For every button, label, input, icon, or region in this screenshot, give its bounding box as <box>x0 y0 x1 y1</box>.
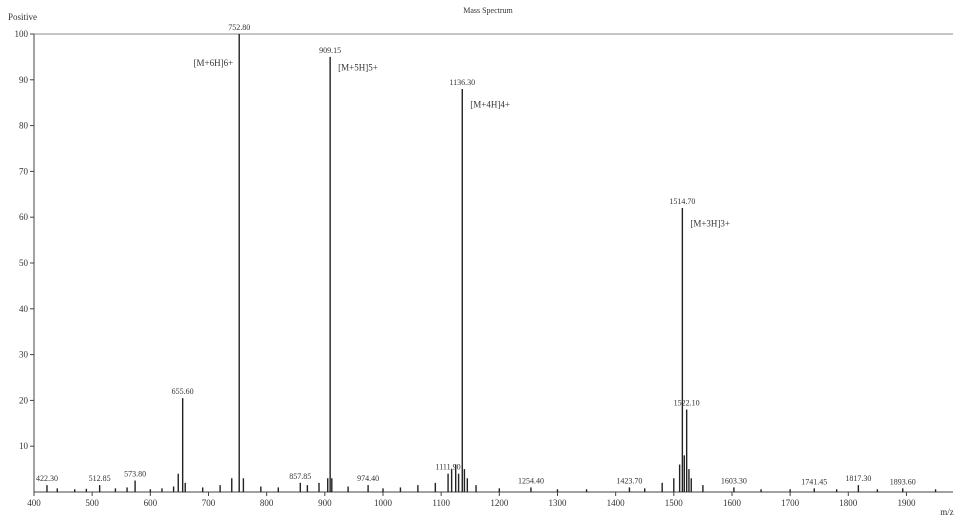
x-tick-label: 700 <box>202 498 216 508</box>
x-tick-label: 900 <box>318 498 332 508</box>
y-tick-label: 80 <box>19 121 29 131</box>
peak-label: 857.85 <box>289 472 311 481</box>
x-tick-label: 1400 <box>607 498 626 508</box>
y-tick-label: 50 <box>19 258 29 268</box>
y-tick-label: 90 <box>19 75 29 85</box>
ion-annotation: [M+3H]3+ <box>690 218 730 228</box>
x-tick-label: 1800 <box>839 498 858 508</box>
peak-label: 1254.40 <box>518 476 544 485</box>
y-tick-label: 30 <box>19 350 29 360</box>
peak-label: 752.80 <box>228 23 250 32</box>
peak-label: 1522.10 <box>674 399 700 408</box>
peak-label: 1817.30 <box>845 474 871 483</box>
peak-label: 422.30 <box>36 474 58 483</box>
y-tick-label: 10 <box>19 441 29 451</box>
peak-labels: 422.30 512.85 573.80 655.60 752.80 857.85 909.… <box>36 23 916 486</box>
x-tick-label: 1100 <box>432 498 450 508</box>
y-tick-label: 20 <box>19 395 29 405</box>
peak-label: 1893.60 <box>890 477 916 486</box>
peak-label: 1741.45 <box>801 477 827 486</box>
ion-annotation: [M+6H]6+ <box>194 58 234 68</box>
x-tick-label: 1700 <box>781 498 800 508</box>
y-tick-label: 40 <box>19 304 29 314</box>
spectrum-peaks <box>46 34 937 492</box>
y-axis-ticks: 10 20 30 40 50 60 70 80 90 100 <box>15 29 34 451</box>
x-tick-label: 1000 <box>374 498 393 508</box>
ion-annotations: [M+6H]6+ [M+5H]5+ [M+4H]4+ [M+3H]3+ <box>194 58 730 228</box>
ion-annotation: [M+5H]5+ <box>338 63 378 73</box>
x-axis-label: m/z <box>940 507 954 517</box>
x-tick-label: 1500 <box>665 498 684 508</box>
peak-label: 573.80 <box>124 470 146 479</box>
peak-label: 909.15 <box>319 46 341 55</box>
x-tick-label: 1600 <box>723 498 742 508</box>
ion-annotation: [M+4H]4+ <box>470 99 510 109</box>
mode-label: Positive <box>8 12 37 22</box>
peak-label: 1136.30 <box>449 78 475 87</box>
peak-label: 1111.90 <box>436 463 461 472</box>
y-tick-label: 100 <box>15 29 29 39</box>
x-tick-label: 500 <box>85 498 99 508</box>
x-tick-label: 1300 <box>548 498 567 508</box>
x-tick-label: 400 <box>27 498 41 508</box>
x-tick-label: 1200 <box>490 498 509 508</box>
x-tick-label: 1900 <box>897 498 916 508</box>
peak-label: 512.85 <box>89 474 111 483</box>
chart-title: Mass Spectrum <box>463 6 513 15</box>
peak-label: 974.40 <box>357 474 379 483</box>
x-tick-label: 600 <box>144 498 158 508</box>
x-tick-label: 800 <box>260 498 274 508</box>
peak-label: 1514.70 <box>669 197 695 206</box>
y-tick-label: 60 <box>19 212 29 222</box>
peak-label: 1423.70 <box>616 476 642 485</box>
y-tick-label: 70 <box>19 166 29 176</box>
peak-label: 1603.30 <box>721 476 747 485</box>
x-axis-ticks: 400 500 600 700 800 900 1000 1100 1200 1300 1400 15… <box>27 492 916 508</box>
peak-label: 655.60 <box>172 387 194 396</box>
